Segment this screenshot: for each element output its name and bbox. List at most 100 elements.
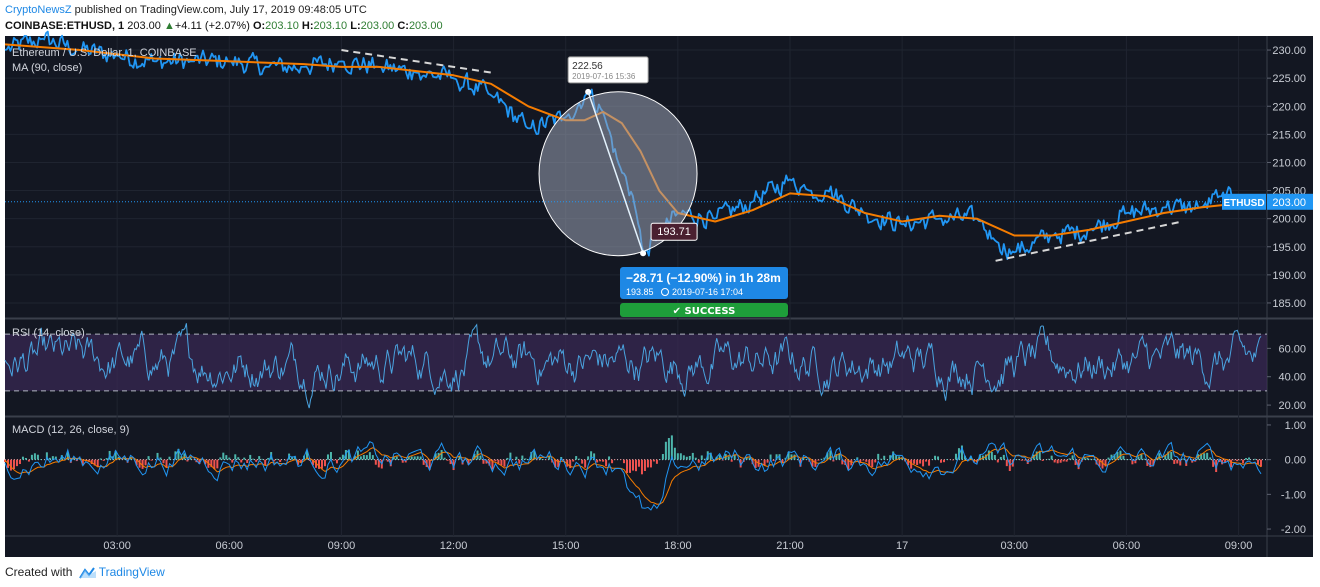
macd-histogram-bar [1149, 459, 1152, 468]
change-arrow-icon: ▲ [163, 20, 175, 32]
macd-histogram-bar [216, 459, 219, 469]
macd-histogram-bar [36, 454, 39, 460]
time-tick-label: 09:00 [328, 540, 356, 552]
macd-histogram-bar [279, 459, 282, 462]
rsi-band [5, 334, 1267, 391]
macd-histogram-bar [1173, 459, 1176, 464]
macd-histogram-bar [177, 448, 180, 460]
macd-histogram-bar [581, 459, 584, 464]
macd-histogram-bar [548, 455, 551, 460]
footer: Created with TradingView [5, 565, 165, 579]
open-value: 203.10 [265, 20, 299, 32]
macd-histogram-bar [165, 459, 168, 468]
macd-histogram-bar [987, 450, 990, 460]
macd-histogram-bar [338, 457, 341, 460]
macd-histogram-bar [1077, 459, 1080, 470]
time-tick-label: 15:00 [552, 540, 580, 552]
macd-histogram-bar [1215, 459, 1218, 473]
current-price-tag-text: 203.00 [1272, 197, 1306, 209]
macd-histogram-bar [730, 459, 733, 462]
macd-histogram-bar [880, 458, 883, 460]
macd-histogram-bar [422, 459, 425, 465]
macd-histogram-bar [697, 459, 700, 463]
macd-histogram-bar [332, 459, 335, 461]
macd-histogram-bar [186, 459, 189, 462]
macd-histogram-bar [527, 459, 530, 460]
macd-histogram-bar [676, 453, 679, 460]
macd-histogram-bar [925, 459, 928, 462]
macd-histogram-bar [901, 457, 904, 460]
macd-histogram-bar [102, 459, 105, 461]
macd-histogram-bar [285, 459, 288, 461]
chart-title: Ethereum / U.S. Dollar, 1, COINBASE [12, 47, 197, 59]
macd-histogram-bar [694, 457, 697, 460]
macd-histogram-bar [1143, 458, 1146, 460]
macd-histogram-bar [919, 459, 922, 464]
macd-histogram-bar [180, 456, 183, 460]
macd-histogram-bar [838, 453, 841, 460]
author-link[interactable]: CryptoNewsZ [5, 4, 72, 16]
macd-histogram-bar [990, 451, 993, 460]
macd-histogram-bar [1062, 459, 1065, 462]
success-label: ✔ SUCCESS [673, 306, 736, 317]
macd-histogram-bar [811, 459, 814, 467]
macd-histogram-bar [1170, 451, 1173, 460]
macd-histogram-bar [895, 455, 898, 460]
macd-histogram-bar [790, 454, 793, 460]
macd-histogram-bar [629, 459, 632, 473]
macd-histogram-bar [15, 459, 18, 467]
macd-tick-label: 1.00 [1285, 420, 1306, 432]
macd-histogram-bar [365, 455, 368, 460]
macd-histogram-bar [1083, 456, 1086, 460]
macd-histogram-bar [969, 456, 972, 460]
macd-histogram-bar [652, 459, 655, 462]
macd-histogram-bar [784, 457, 787, 460]
macd-histogram-bar [138, 459, 141, 468]
macd-histogram-bar [898, 456, 901, 460]
macd-histogram-bar [258, 456, 261, 460]
macd-histogram-bar [673, 447, 676, 460]
macd-histogram-bar [940, 459, 943, 463]
macd-histogram-bar [928, 459, 931, 466]
macd-histogram-bar [775, 454, 778, 460]
macd-histogram-bar [637, 459, 640, 467]
macd-histogram-bar [323, 459, 326, 467]
macd-histogram-bar [1116, 451, 1119, 460]
macd-histogram-bar [575, 456, 578, 460]
macd-histogram-bar [255, 459, 258, 462]
macd-histogram-bar [491, 459, 494, 470]
macd-histogram-bar [1086, 457, 1089, 460]
macd-histogram-bar [72, 457, 75, 460]
macd-histogram-bar [222, 452, 225, 460]
macd-histogram-bar [1206, 452, 1209, 460]
tradingview-link[interactable]: TradingView [98, 565, 165, 579]
macd-histogram-bar [78, 458, 81, 460]
macd-histogram-bar [1110, 454, 1113, 460]
macd-histogram-bar [587, 456, 590, 460]
macd-histogram-bar [440, 450, 443, 460]
macd-histogram-bar [54, 456, 57, 460]
macd-histogram-bar [847, 459, 850, 470]
macd-histogram-bar [21, 456, 24, 460]
macd-histogram-bar [700, 455, 703, 460]
macd-histogram-bar [972, 459, 975, 462]
rsi-line [4, 323, 1262, 409]
macd-histogram-bar [267, 457, 270, 460]
macd-histogram-bar [252, 458, 255, 460]
macd-histogram-bar [18, 459, 21, 464]
macd-histogram-bar [533, 450, 536, 460]
macd-histogram-bar [1092, 458, 1095, 460]
macd-histogram-bar [946, 459, 948, 460]
macd-histogram-bar [1221, 459, 1224, 465]
macd-histogram-bar [859, 459, 862, 463]
high-label: H: [301, 20, 314, 32]
macd-histogram-bar [907, 459, 910, 466]
macd-histogram-bar [892, 451, 895, 460]
macd-histogram-bar [306, 450, 309, 460]
macd-histogram-bar [963, 455, 966, 460]
macd-histogram-bar [162, 459, 165, 464]
macd-histogram-bar [688, 456, 691, 460]
price-change: +4.11 (+2.07%) [174, 20, 250, 32]
macd-histogram-bar [670, 435, 673, 460]
macd-histogram-bar [105, 458, 108, 460]
